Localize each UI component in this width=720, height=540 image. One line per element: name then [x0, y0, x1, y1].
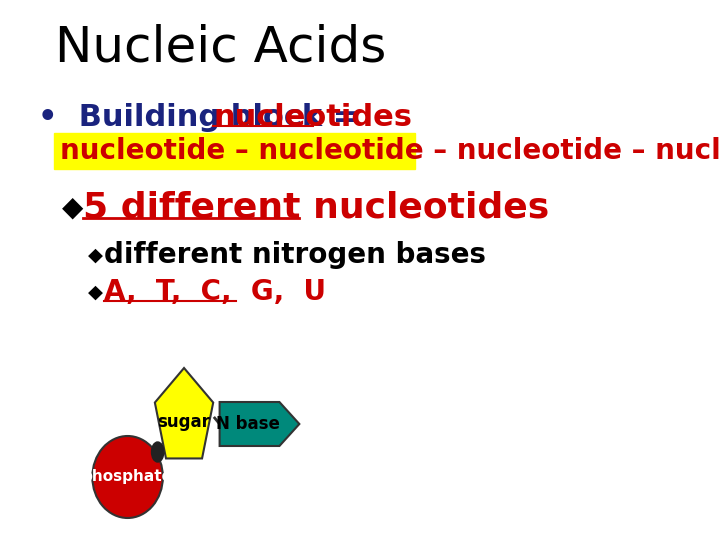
Text: N base: N base — [217, 415, 280, 433]
Text: 5 different nucleotides: 5 different nucleotides — [84, 191, 549, 225]
Circle shape — [151, 442, 163, 462]
Text: phosphate: phosphate — [82, 469, 173, 484]
Text: ◆: ◆ — [88, 246, 102, 265]
Polygon shape — [155, 368, 213, 458]
Text: ◆: ◆ — [62, 194, 83, 222]
Ellipse shape — [92, 436, 163, 518]
Text: different nitrogen bases: different nitrogen bases — [104, 241, 486, 269]
Text: •  Building block =: • Building block = — [38, 104, 369, 132]
Text: ◆: ◆ — [88, 282, 102, 301]
FancyBboxPatch shape — [54, 133, 415, 169]
Text: A,  T,  C,  G,  U: A, T, C, G, U — [104, 278, 326, 306]
Text: nucleotides: nucleotides — [213, 104, 413, 132]
Polygon shape — [220, 402, 300, 446]
Text: nucleotide – nucleotide – nucleotide – nucleotide: nucleotide – nucleotide – nucleotide – n… — [60, 137, 720, 165]
Text: Nucleic Acids: Nucleic Acids — [55, 24, 387, 72]
Text: sugar: sugar — [158, 413, 210, 431]
